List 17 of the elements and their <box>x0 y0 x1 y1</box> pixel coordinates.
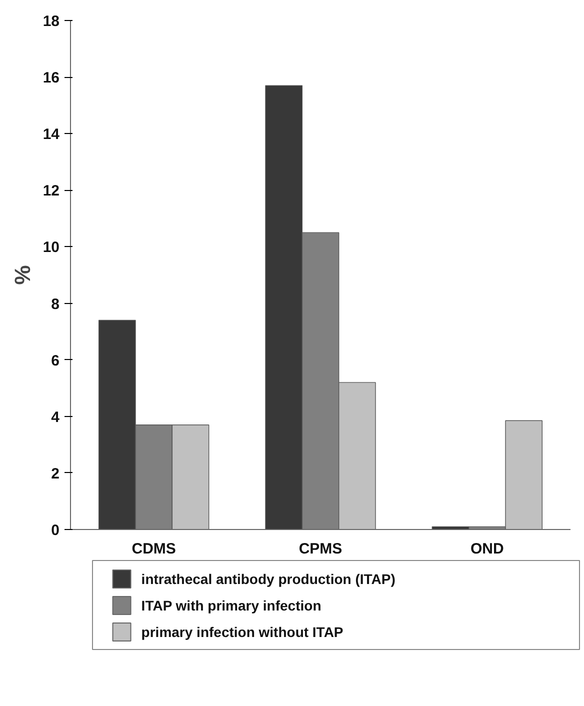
x-tick-label: OND <box>470 540 504 558</box>
y-tick-label: 0 <box>51 522 60 539</box>
y-tick-label: 4 <box>51 408 60 426</box>
y-tick-label: 16 <box>42 70 60 87</box>
x-tick-label: CDMS <box>132 540 176 558</box>
y-tick-label: 18 <box>42 13 60 30</box>
y-tick-label: 8 <box>51 296 60 313</box>
legend-label: intrathecal antibody production (ITAP) <box>141 571 396 588</box>
y-tick-label: 12 <box>42 182 60 200</box>
y-axis-title: % <box>10 265 35 285</box>
y-tick-label: 2 <box>51 465 60 482</box>
y-tick-label: 14 <box>42 126 60 144</box>
y-tick-label: 6 <box>51 352 60 370</box>
legend-label: primary infection without ITAP <box>141 624 344 640</box>
legend-label: ITAP with primary infection <box>141 598 322 614</box>
y-tick-label: 10 <box>42 239 60 256</box>
x-tick-label: CPMS <box>298 540 342 558</box>
